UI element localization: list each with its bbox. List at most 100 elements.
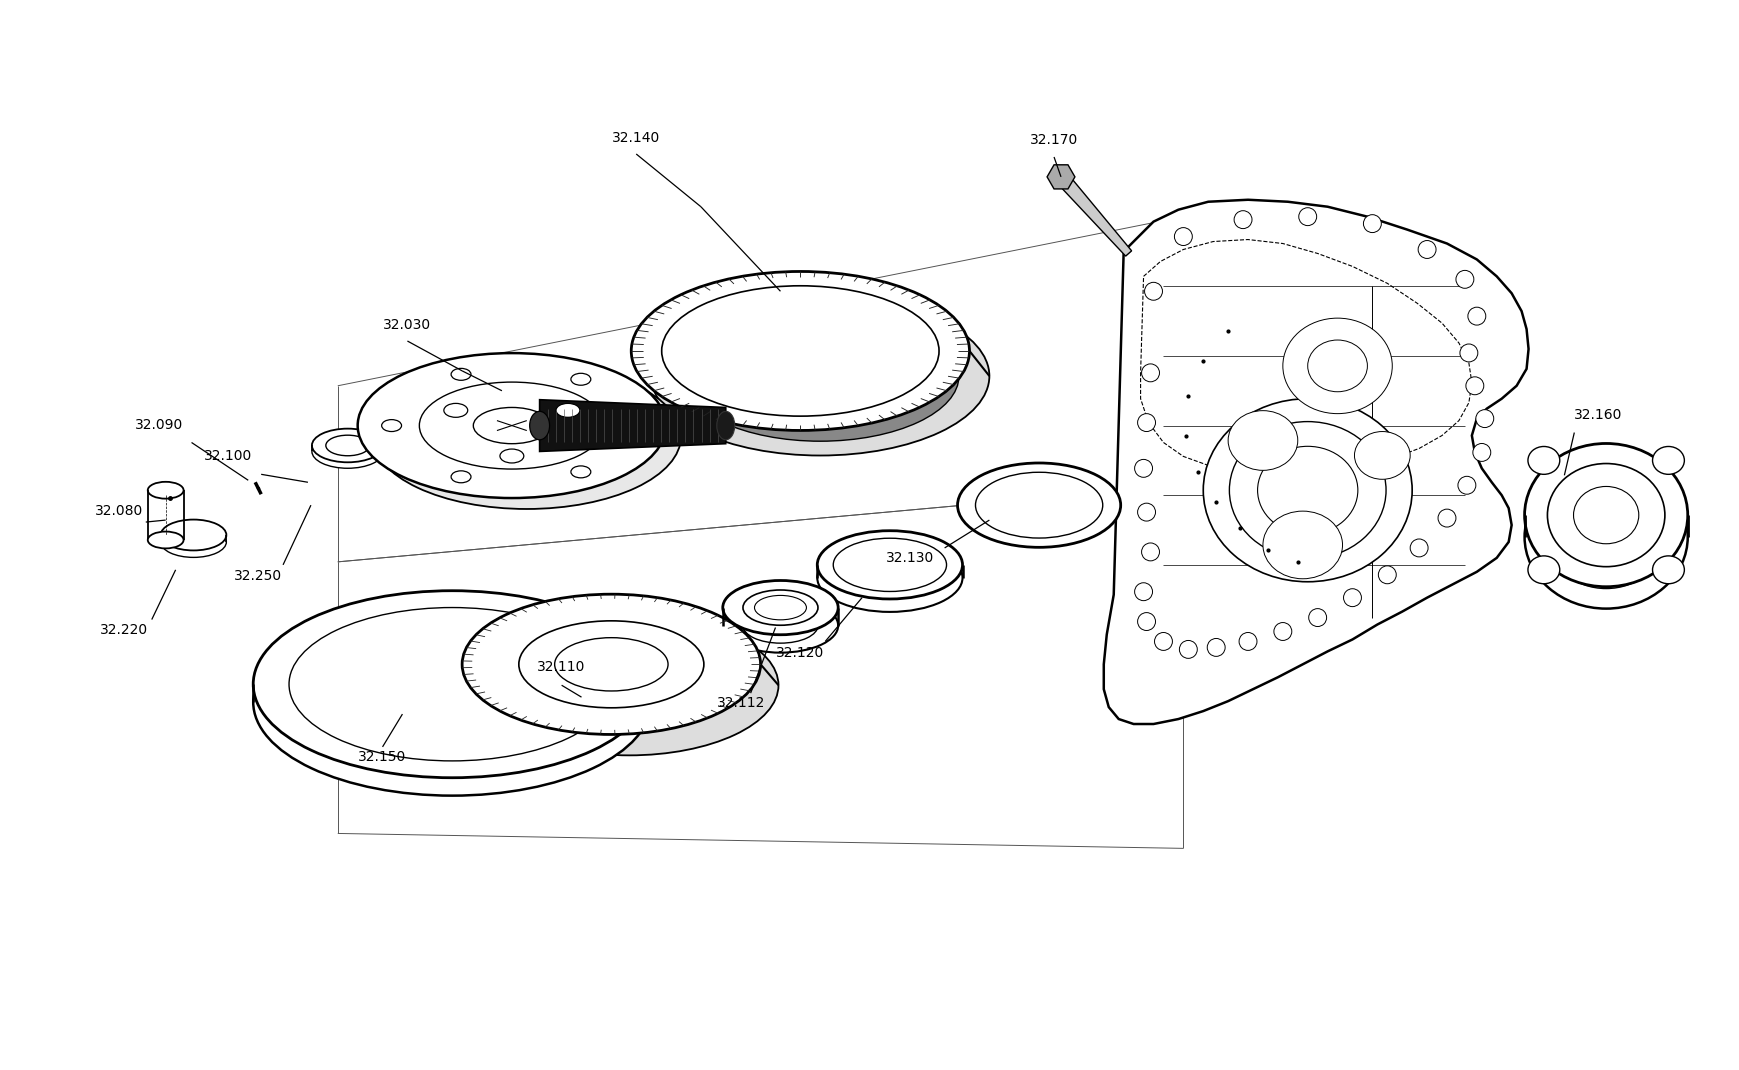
Ellipse shape [450,471,471,483]
Ellipse shape [499,449,523,463]
Ellipse shape [160,526,226,557]
Ellipse shape [1155,632,1172,651]
Ellipse shape [372,364,680,509]
Ellipse shape [1523,465,1687,609]
Ellipse shape [1137,414,1155,431]
Ellipse shape [311,429,383,462]
Ellipse shape [1527,446,1558,474]
Ellipse shape [419,382,603,469]
Ellipse shape [358,353,666,498]
Text: 32.160: 32.160 [1574,408,1621,422]
Ellipse shape [817,531,962,599]
Ellipse shape [1457,476,1475,494]
Ellipse shape [1257,446,1356,534]
Ellipse shape [755,595,805,620]
Ellipse shape [570,373,591,385]
Ellipse shape [1464,377,1483,395]
Ellipse shape [1523,443,1687,586]
Ellipse shape [443,403,468,417]
Ellipse shape [1207,639,1224,656]
Ellipse shape [1179,641,1196,658]
Ellipse shape [650,296,989,456]
Ellipse shape [722,598,838,653]
Ellipse shape [1527,556,1558,584]
Ellipse shape [254,609,650,796]
Ellipse shape [160,520,226,550]
Ellipse shape [572,658,685,712]
Ellipse shape [1137,503,1155,521]
Ellipse shape [1308,340,1367,392]
Ellipse shape [1134,459,1151,477]
Ellipse shape [1238,632,1256,651]
Ellipse shape [1353,431,1409,479]
Text: 32.120: 32.120 [776,646,824,660]
Ellipse shape [254,591,650,778]
Text: 32.110: 32.110 [537,660,586,674]
Ellipse shape [722,581,838,635]
Ellipse shape [1652,556,1683,584]
Ellipse shape [716,411,734,440]
Text: 32.250: 32.250 [235,569,282,583]
Ellipse shape [1459,343,1476,362]
Ellipse shape [682,311,958,441]
Ellipse shape [661,286,939,416]
Text: 32.100: 32.100 [203,449,252,463]
Ellipse shape [1141,542,1158,561]
Ellipse shape [743,590,817,625]
Ellipse shape [381,419,402,431]
Text: 32.112: 32.112 [716,697,765,710]
Text: 32.090: 32.090 [134,417,183,431]
Ellipse shape [1468,307,1485,325]
Ellipse shape [148,532,184,549]
Ellipse shape [631,272,969,430]
Ellipse shape [1174,228,1191,245]
Ellipse shape [1363,215,1381,232]
Ellipse shape [1652,446,1683,474]
Ellipse shape [1141,364,1158,382]
Ellipse shape [480,615,777,755]
Ellipse shape [311,434,383,469]
Ellipse shape [450,368,471,380]
Ellipse shape [1377,566,1395,584]
Ellipse shape [1471,443,1490,461]
Ellipse shape [536,642,722,729]
Ellipse shape [463,594,760,734]
Ellipse shape [1137,613,1155,630]
Ellipse shape [1546,463,1664,567]
Ellipse shape [1233,211,1252,229]
Ellipse shape [1273,623,1290,641]
Ellipse shape [325,441,369,462]
Ellipse shape [1134,583,1151,600]
Ellipse shape [556,403,579,417]
Ellipse shape [1409,539,1428,556]
Ellipse shape [1297,208,1316,226]
Ellipse shape [1572,487,1638,544]
Text: 32.150: 32.150 [358,750,407,764]
Text: 32.080: 32.080 [94,504,143,518]
Ellipse shape [325,435,369,456]
Ellipse shape [289,608,616,761]
Polygon shape [1056,172,1130,256]
Ellipse shape [743,608,817,643]
Ellipse shape [1144,282,1162,301]
Text: 32.030: 32.030 [383,318,431,332]
Ellipse shape [1308,609,1325,627]
Text: 32.220: 32.220 [99,624,148,638]
Ellipse shape [1203,399,1412,582]
Ellipse shape [833,538,946,592]
Ellipse shape [1229,422,1386,559]
Ellipse shape [1228,411,1297,471]
Ellipse shape [1343,588,1360,607]
Ellipse shape [148,482,184,499]
Text: 32.130: 32.130 [885,551,934,565]
Ellipse shape [555,638,668,691]
Ellipse shape [1546,486,1664,588]
Ellipse shape [1456,271,1473,288]
Ellipse shape [1417,241,1435,259]
Ellipse shape [1475,410,1492,428]
Ellipse shape [570,465,591,478]
Ellipse shape [1282,318,1391,414]
Ellipse shape [518,621,704,708]
Ellipse shape [529,411,550,440]
Text: 32.170: 32.170 [1029,133,1078,147]
